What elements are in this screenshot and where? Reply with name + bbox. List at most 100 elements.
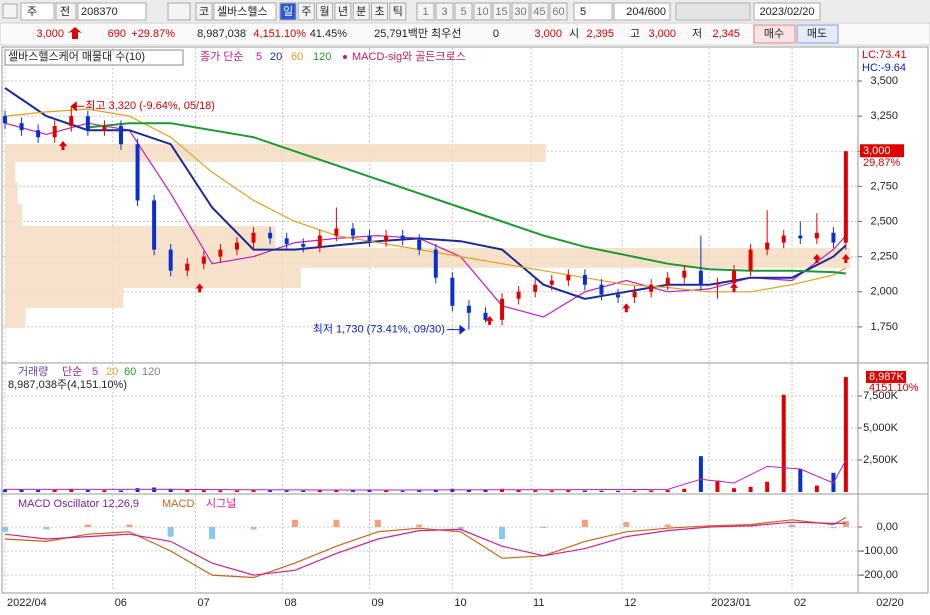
oscillator-bar xyxy=(126,524,133,527)
minute-button[interactable] xyxy=(473,2,492,21)
sound-button[interactable] xyxy=(167,2,191,21)
ma-label: 종가 단순 xyxy=(200,50,244,63)
volume-bar xyxy=(698,456,703,492)
volume-bar xyxy=(466,489,471,492)
oscillator-bar xyxy=(789,524,796,527)
high-label: 고 xyxy=(630,28,640,40)
market-select[interactable] xyxy=(20,2,55,21)
signal-label: MACD-sig와 골든크로스 xyxy=(352,50,466,63)
volume-bar xyxy=(715,480,720,492)
period-button[interactable] xyxy=(334,2,352,21)
minute-button[interactable] xyxy=(416,2,435,21)
period-button[interactable] xyxy=(316,2,334,21)
volume-bar xyxy=(400,490,405,492)
candle-body xyxy=(52,125,57,138)
x-tick-label: 2023/01 xyxy=(711,597,751,609)
period-button[interactable] xyxy=(371,2,388,21)
volume-bar xyxy=(814,485,819,492)
volume-bar xyxy=(367,490,372,492)
minute: 45 xyxy=(533,6,545,18)
minute: 60 xyxy=(552,6,564,18)
legend-entry: 5 xyxy=(256,51,262,63)
volume-bar xyxy=(533,490,538,492)
x-tick-label: 02 xyxy=(794,597,806,609)
minute: 15 xyxy=(495,6,507,18)
volume-bar xyxy=(616,490,621,492)
oscillator-bar xyxy=(333,519,340,527)
candle-body xyxy=(533,284,538,292)
tool-icons[interactable] xyxy=(675,2,751,21)
annotation: 최저 1,730 (73.41%, 09/30) xyxy=(313,323,445,336)
volume-bar xyxy=(798,468,803,492)
period: 일 xyxy=(283,4,293,18)
minute-button[interactable] xyxy=(435,2,454,21)
volume-bar xyxy=(218,490,223,492)
oscillator-bar xyxy=(499,526,506,540)
up-arrow xyxy=(68,27,82,39)
range-field[interactable] xyxy=(613,2,671,21)
x-tick-label: 10 xyxy=(454,597,466,609)
candle-body xyxy=(682,270,687,278)
minute-button[interactable] xyxy=(492,2,511,21)
y-tick-label: 5,000K xyxy=(863,422,899,434)
minute-button[interactable] xyxy=(454,2,473,21)
legend-entry: MACD xyxy=(162,498,194,510)
exchange-button[interactable] xyxy=(195,2,213,21)
minute-button[interactable] xyxy=(549,2,568,21)
period: 주 xyxy=(301,6,311,18)
menu-icon[interactable] xyxy=(2,3,18,19)
volume-bar xyxy=(682,488,687,492)
volume-bar xyxy=(36,490,41,492)
golden-cross-marker xyxy=(841,254,850,264)
minute: 30 xyxy=(514,6,526,18)
chart-area xyxy=(1,46,929,594)
oscillator-bar xyxy=(250,526,257,530)
view-button[interactable] xyxy=(55,2,77,21)
candle-body xyxy=(334,228,339,236)
volume-bar xyxy=(781,394,786,492)
code-input[interactable] xyxy=(77,2,147,21)
volume-bar xyxy=(417,490,422,492)
period-button[interactable] xyxy=(279,2,297,21)
date-field[interactable] xyxy=(753,2,821,21)
period-button[interactable] xyxy=(297,2,315,21)
last-price-box xyxy=(860,144,904,158)
golden-cross-marker xyxy=(485,315,494,325)
y-tick-label: -200,00 xyxy=(861,569,898,581)
x-tick-label: 2022/04 xyxy=(7,597,47,609)
count-select[interactable] xyxy=(573,2,613,21)
volume-bar xyxy=(19,489,24,492)
candle-body xyxy=(218,249,223,257)
buy-button[interactable] xyxy=(753,24,796,44)
candle-body xyxy=(582,274,587,285)
volume-ma-label: 단순 xyxy=(62,365,82,378)
buy: 매수 xyxy=(764,27,784,40)
moving-average xyxy=(4,87,847,300)
minute-button[interactable] xyxy=(511,2,530,21)
golden-cross-marker xyxy=(622,303,631,313)
volume-profile-bar xyxy=(5,267,301,288)
candle-body xyxy=(350,228,355,236)
x-tick-label: 11 xyxy=(533,597,544,609)
exchange: 코 xyxy=(199,6,209,18)
period-button[interactable] xyxy=(389,2,407,21)
candle-body xyxy=(599,284,604,295)
volume-bar xyxy=(433,489,438,492)
oscillator-bar xyxy=(540,526,547,528)
period: 초 xyxy=(374,5,384,18)
best-ask: 3,000 xyxy=(534,28,562,40)
candle-body xyxy=(85,116,90,131)
profile-title-box xyxy=(4,49,184,66)
change: 690 xyxy=(108,28,126,40)
name-field[interactable] xyxy=(213,2,277,21)
y-tick-label: 2,500 xyxy=(870,215,898,227)
period-button[interactable] xyxy=(352,2,370,21)
minute-button[interactable] xyxy=(530,2,549,21)
volume-bar xyxy=(168,488,173,492)
sell-button[interactable] xyxy=(796,24,839,44)
legend-entry: 120 xyxy=(313,51,331,63)
oscillator-bar xyxy=(43,526,50,530)
lc: LC:73.41 xyxy=(862,49,907,61)
volume-bar xyxy=(384,490,389,492)
candle-body xyxy=(665,277,670,285)
